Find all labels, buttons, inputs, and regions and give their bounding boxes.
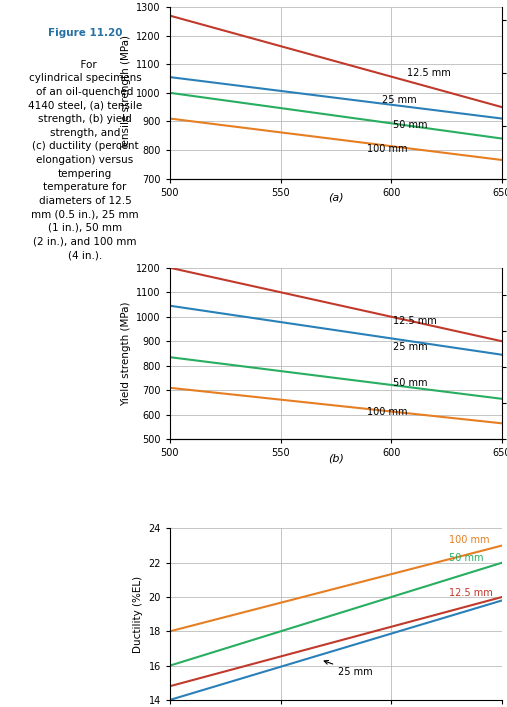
Y-axis label: Ductility (%EL): Ductility (%EL) xyxy=(133,575,143,653)
Text: 100 mm: 100 mm xyxy=(367,407,408,417)
Text: 12.5 mm: 12.5 mm xyxy=(449,588,492,598)
Text: (a): (a) xyxy=(328,193,344,203)
Text: 100 mm: 100 mm xyxy=(449,535,489,545)
Text: 25 mm: 25 mm xyxy=(324,660,373,677)
Text: 50 mm: 50 mm xyxy=(393,120,428,130)
Text: 12.5 mm: 12.5 mm xyxy=(407,69,451,78)
Y-axis label: Tensile strength (MPa): Tensile strength (MPa) xyxy=(121,35,131,151)
Y-axis label: Yield strength (MPa): Yield strength (MPa) xyxy=(121,301,131,406)
Text: 100 mm: 100 mm xyxy=(367,144,408,154)
Text: Figure 11.20: Figure 11.20 xyxy=(48,28,122,38)
Text: 25 mm: 25 mm xyxy=(382,95,417,105)
Text: 12.5 mm: 12.5 mm xyxy=(393,315,437,326)
Text: For
cylindrical specimens
of an oil-quenched
4140 steel, (a) tensile
strength, (: For cylindrical specimens of an oil-quen… xyxy=(28,59,142,260)
Text: 50 mm: 50 mm xyxy=(393,378,428,388)
Text: 50 mm: 50 mm xyxy=(449,553,483,563)
Text: (b): (b) xyxy=(328,454,344,464)
Text: 25 mm: 25 mm xyxy=(393,341,428,351)
